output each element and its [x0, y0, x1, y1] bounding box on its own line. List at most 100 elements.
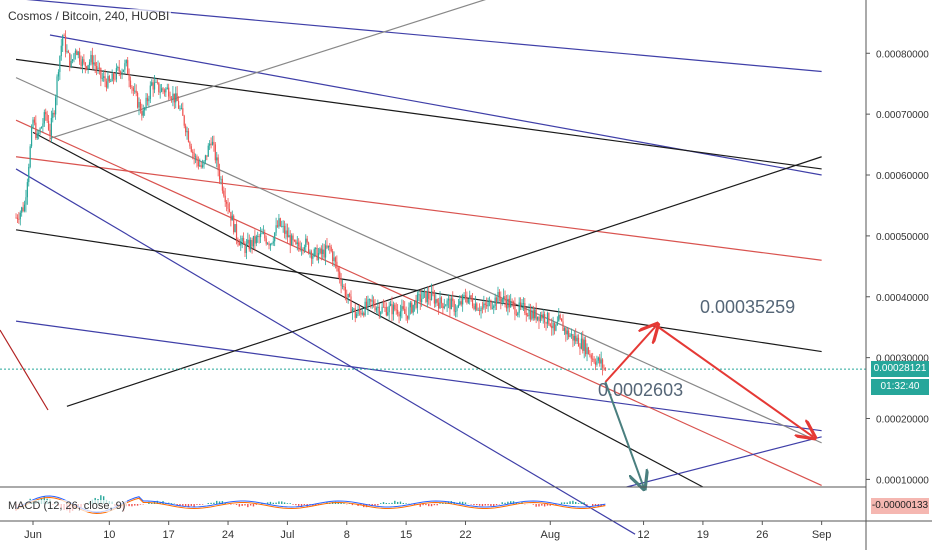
macd-histogram-bar	[213, 502, 215, 504]
candle-body	[16, 217, 19, 220]
candle-body	[19, 212, 21, 220]
candle-body	[416, 294, 419, 308]
candle-body	[556, 321, 558, 325]
candle-body	[408, 307, 410, 319]
candle-body	[375, 307, 378, 311]
candle-body	[39, 128, 41, 134]
candle-body	[200, 165, 202, 167]
trendline-blue[interactable]	[49, 34, 822, 176]
candle-body	[310, 251, 313, 259]
candle-body	[187, 130, 190, 142]
macd-histogram-bar	[269, 501, 272, 504]
candle-body	[402, 306, 404, 309]
candle-body	[228, 208, 231, 212]
candle-body	[93, 62, 95, 65]
candle-body	[204, 155, 207, 161]
candle-body	[354, 308, 356, 318]
projection-arrow-red[interactable]	[604, 326, 656, 383]
candle-body	[438, 302, 440, 309]
candle-body	[395, 309, 397, 311]
trendline-red[interactable]	[15, 156, 822, 261]
macd-histogram-bar	[419, 504, 421, 507]
candle-body	[30, 127, 33, 147]
candle-body	[341, 285, 344, 287]
candle-body	[566, 330, 568, 335]
macd-histogram-bar	[422, 504, 424, 506]
candle-body	[135, 90, 137, 93]
candle-body	[464, 295, 467, 299]
trendline-red[interactable]	[0, 329, 49, 411]
macd-histogram-bar	[156, 500, 159, 504]
candle-body	[138, 102, 140, 108]
candle-body	[548, 312, 550, 325]
candle-body	[377, 306, 379, 308]
macd-histogram-bar	[139, 504, 142, 505]
candle-body	[15, 217, 17, 219]
candle-body	[514, 303, 516, 315]
candle-body	[110, 81, 112, 83]
trendline-black[interactable]	[66, 156, 822, 407]
candle-body	[288, 235, 290, 238]
candle-body	[398, 313, 400, 317]
macd-histogram-bar	[495, 504, 498, 506]
macd-histogram-bar	[266, 502, 269, 504]
candle-body	[62, 35, 64, 46]
candle-body	[88, 62, 91, 66]
trendline-blue[interactable]	[15, 320, 822, 432]
candle-body	[98, 67, 101, 69]
candle-body	[558, 314, 560, 322]
candle-body	[346, 297, 348, 298]
candle-body	[470, 295, 472, 300]
macd-histogram-bar	[190, 504, 192, 506]
candle-body	[158, 82, 160, 93]
candle-body	[186, 130, 188, 133]
candle-body	[21, 207, 23, 213]
candle-body	[74, 50, 76, 54]
candle-body	[590, 355, 592, 359]
macd-histogram-bar	[535, 504, 537, 507]
candle-body	[520, 302, 522, 306]
candle-body	[507, 298, 509, 309]
macd-histogram-bar	[207, 503, 209, 504]
candle-body	[134, 90, 136, 92]
candle-body	[525, 313, 527, 316]
macd-histogram-bar	[244, 504, 246, 506]
macd-histogram-bar	[459, 501, 461, 504]
candle-body	[414, 300, 416, 305]
price-scale-bg[interactable]	[866, 0, 932, 550]
candle-body	[583, 339, 585, 351]
candle-body	[361, 313, 363, 315]
candle-body	[148, 98, 150, 102]
macd-histogram-bar	[371, 504, 373, 507]
macd-histogram-bar	[447, 501, 450, 504]
candle-body	[231, 215, 233, 221]
candle-body	[452, 298, 454, 302]
chart-title: Cosmos / Bitcoin, 240, HUOBI	[6, 9, 172, 23]
trendline-blue[interactable]	[15, 168, 636, 535]
trendline-red[interactable]	[15, 119, 822, 487]
candle-body	[419, 294, 421, 303]
candle-body	[276, 225, 279, 227]
candle-body	[66, 51, 68, 52]
candle-body	[392, 304, 394, 315]
trendline-black[interactable]	[15, 58, 822, 170]
candle-body	[433, 294, 435, 304]
projection-arrow-red[interactable]	[655, 324, 813, 437]
trendline-gray[interactable]	[15, 77, 822, 444]
candle-body	[481, 307, 484, 309]
macd-histogram-bar	[289, 503, 291, 504]
candle-body	[323, 249, 325, 258]
projection-arrow-green[interactable]	[604, 381, 643, 487]
candle-body	[545, 322, 547, 324]
candle-body	[73, 53, 75, 60]
macd-histogram-bar	[603, 504, 605, 506]
y-tick-label: 0.00010000	[876, 475, 929, 486]
candle-body	[77, 51, 79, 56]
macd-histogram-bar	[425, 504, 427, 506]
trendline-gray[interactable]	[49, 0, 508, 140]
trendline-blue[interactable]	[626, 436, 822, 488]
candle-body	[453, 301, 455, 312]
candle-body	[139, 102, 142, 112]
